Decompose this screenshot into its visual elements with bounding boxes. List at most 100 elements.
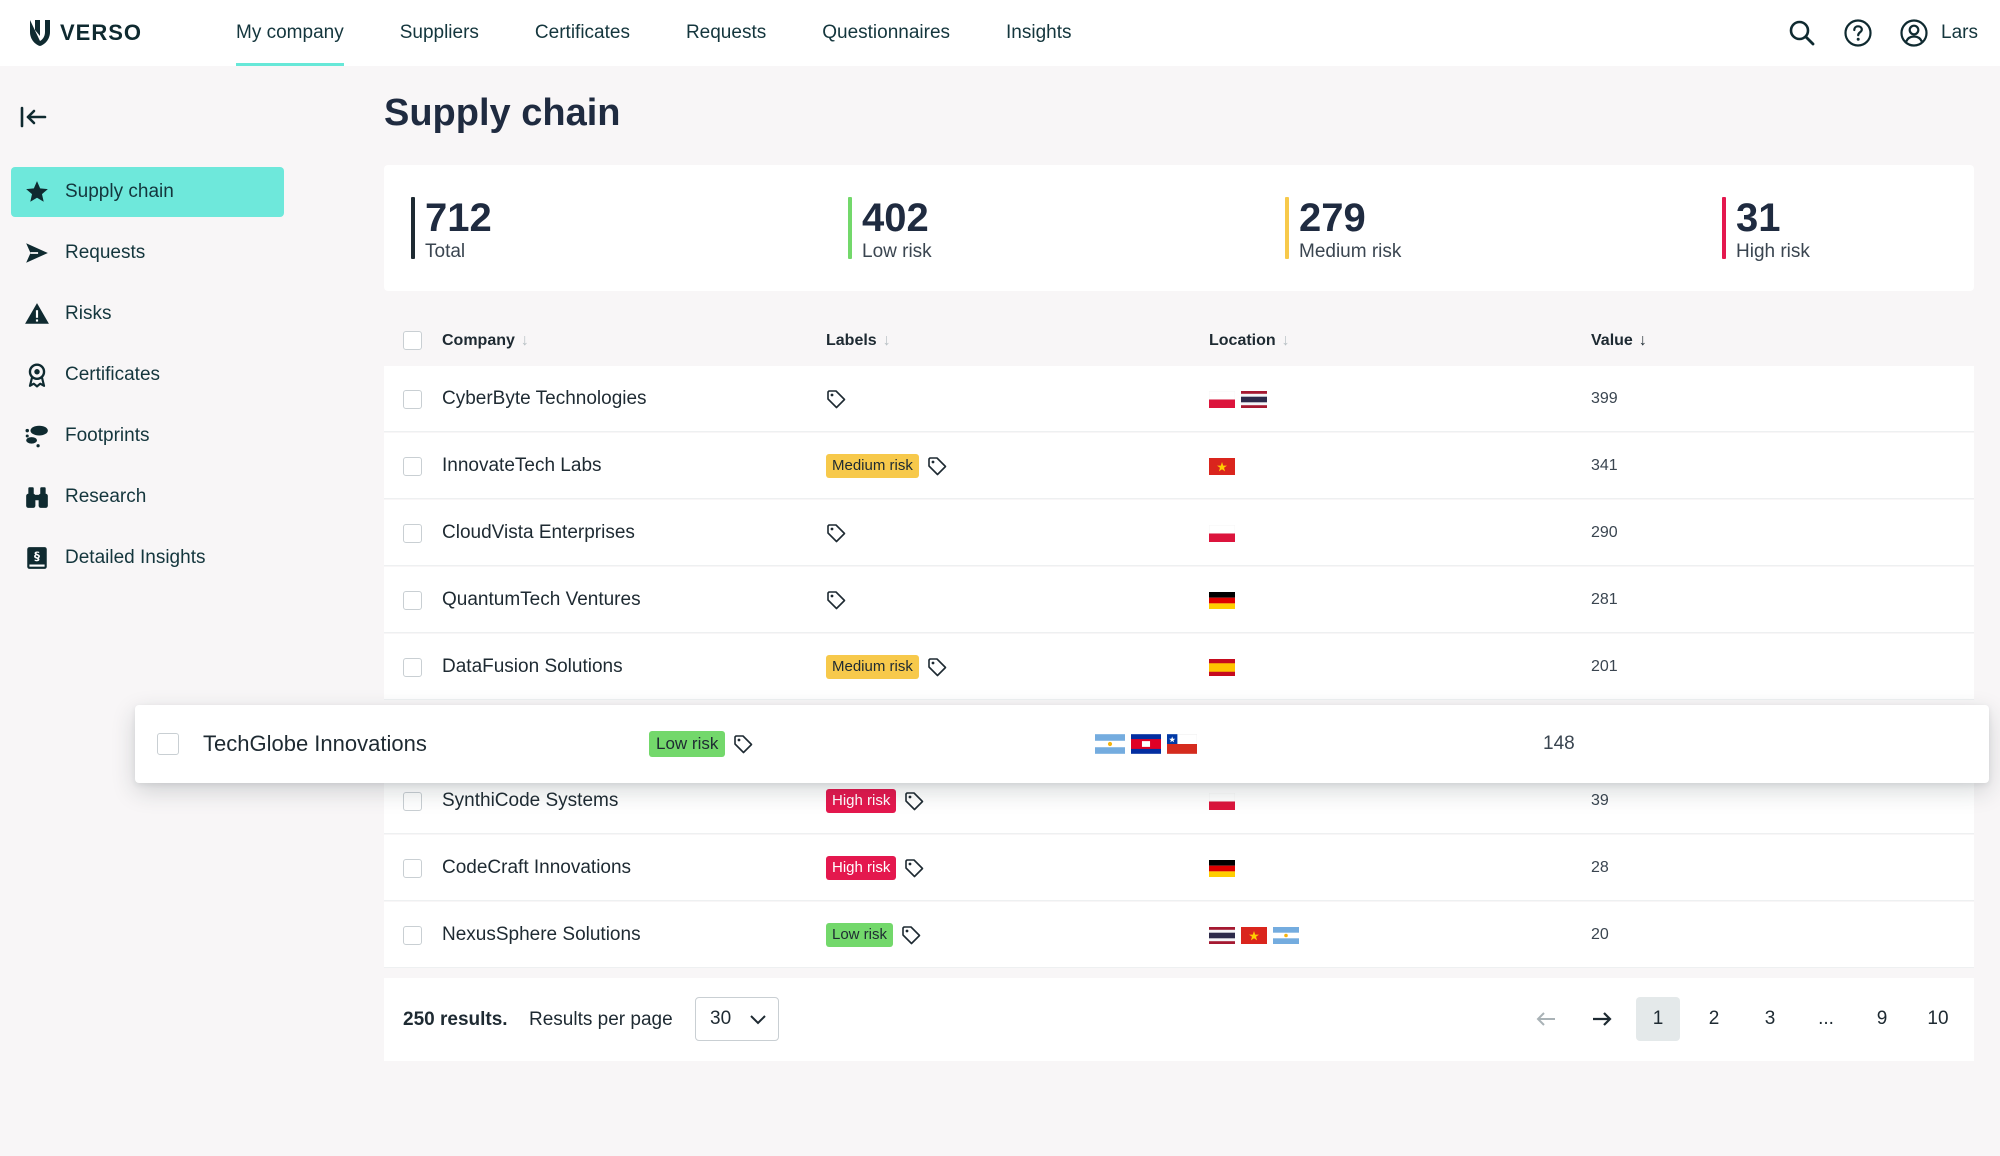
user-name: Lars (1941, 22, 1978, 43)
stat-value: 31 (1736, 196, 1781, 240)
risk-badge[interactable]: Low risk (826, 923, 894, 947)
page-buttons: 1 2 3 ... 9 10 (1524, 997, 1960, 1041)
page-button[interactable]: 1 (1636, 997, 1680, 1041)
column-labels[interactable]: Labels ↓ (826, 332, 891, 350)
labels-cell (826, 366, 846, 432)
column-company[interactable]: Company ↓ (442, 332, 529, 350)
page-button[interactable]: 3 (1764, 1008, 1776, 1029)
stat-label: Medium risk (1299, 241, 1402, 262)
labels-cell: High risk (826, 768, 924, 834)
row-checkbox[interactable] (403, 658, 422, 677)
labels-cell: Medium risk (826, 634, 947, 700)
sidebar-item-research[interactable]: Research (11, 472, 284, 522)
tag-icon[interactable] (901, 925, 921, 945)
vietnam-flag-icon (1209, 457, 1235, 475)
tag-icon[interactable] (904, 858, 924, 878)
award-icon (23, 361, 51, 389)
user-menu[interactable]: Lars (1899, 18, 1978, 48)
company-cell: CodeCraft Innovations (442, 835, 631, 901)
table-row[interactable]: CyberByte Technologies 399 (384, 366, 1974, 432)
nav-certificates[interactable]: Certificates (534, 22, 630, 43)
row-value: 290 (1591, 524, 1618, 541)
column-value[interactable]: Value ↓ (1591, 332, 1647, 350)
stat-value: 402 (862, 196, 929, 240)
stat-label: Low risk (862, 241, 932, 262)
labels-cell (826, 500, 846, 566)
nav-suppliers[interactable]: Suppliers (399, 22, 479, 43)
column-label: Labels (826, 332, 877, 349)
page-button[interactable]: 10 (1927, 1008, 1949, 1029)
row-checkbox[interactable] (403, 457, 422, 476)
row-checkbox[interactable] (157, 733, 179, 755)
company-cell: SynthiCode Systems (442, 768, 618, 834)
value-cell: 20 (1591, 902, 1609, 968)
page-button[interactable]: 2 (1708, 1008, 1720, 1029)
page-button[interactable]: 9 (1876, 1008, 1888, 1029)
footprint-icon (23, 422, 51, 450)
risk-badge[interactable]: Medium risk (826, 454, 919, 478)
risk-badge[interactable]: High risk (826, 789, 897, 813)
value-cell: 28 (1591, 835, 1609, 901)
company-name: CloudVista Enterprises (442, 522, 635, 543)
book-icon: § (23, 544, 51, 572)
tag-icon[interactable] (826, 523, 846, 543)
row-checkbox[interactable] (403, 390, 422, 409)
column-location[interactable]: Location ↓ (1209, 332, 1290, 350)
thailand-flag-icon (1241, 390, 1267, 408)
location-cell (1209, 433, 1235, 499)
tag-icon[interactable] (927, 657, 947, 677)
table-row[interactable]: InnovateTech Labs Medium risk 341 (384, 433, 1974, 499)
nav-my-company[interactable]: My company (236, 0, 344, 66)
row-checkbox[interactable] (403, 926, 422, 945)
per-page-label: Results per page (529, 1009, 673, 1030)
prev-page-arrow-icon[interactable] (1524, 997, 1568, 1041)
company-cell: CyberByte Technologies (442, 366, 647, 432)
sidebar-item-footprints[interactable]: Footprints (11, 411, 284, 461)
nav-insights[interactable]: Insights (1006, 22, 1072, 43)
cambodia-flag-icon (1131, 734, 1161, 754)
sidebar-item-risks[interactable]: Risks (11, 289, 284, 339)
nav-questionnaires[interactable]: Questionnaires (822, 22, 951, 43)
table-row[interactable]: CloudVista Enterprises 290 (384, 500, 1974, 566)
help-icon[interactable] (1843, 18, 1873, 48)
sidebar-item-supply-chain[interactable]: Supply chain (11, 167, 284, 217)
page-title: Supply chain (384, 92, 621, 134)
poland-flag-icon (1209, 524, 1235, 542)
row-checkbox[interactable] (403, 859, 422, 878)
risk-badge[interactable]: Low risk (649, 731, 726, 757)
table-row[interactable]: NexusSphere Solutions Low risk 20 (384, 902, 1974, 968)
risk-badge[interactable]: High risk (826, 856, 897, 880)
table-row[interactable]: QuantumTech Ventures 281 (384, 567, 1974, 633)
select-all-checkbox[interactable] (403, 331, 422, 350)
tag-icon[interactable] (733, 734, 753, 754)
top-navigation-bar: VERSO My company Suppliers Certificates … (0, 0, 2000, 66)
sort-arrow-icon: ↓ (882, 332, 891, 349)
dragged-table-row[interactable]: TechGlobe Innovations Low risk 148 (135, 705, 1989, 783)
flags (1209, 591, 1235, 609)
table-row[interactable]: DataFusion Solutions Medium risk 201 (384, 634, 1974, 700)
thailand-flag-icon (1209, 926, 1235, 944)
row-checkbox[interactable] (403, 792, 422, 811)
tag-icon[interactable] (826, 389, 846, 409)
sidebar-item-detailed-insights[interactable]: § Detailed Insights (11, 533, 284, 583)
sort-arrow-icon: ↓ (1281, 332, 1290, 349)
verso-logo[interactable]: VERSO (28, 17, 142, 49)
table-row[interactable]: CodeCraft Innovations High risk 28 (384, 835, 1974, 901)
sidebar-item-requests[interactable]: Requests (11, 228, 284, 278)
next-page-arrow-icon[interactable] (1580, 997, 1624, 1041)
tag-icon[interactable] (927, 456, 947, 476)
per-page-select[interactable]: 30 (695, 997, 779, 1041)
sidebar-item-certificates[interactable]: Certificates (11, 350, 284, 400)
row-checkbox[interactable] (403, 591, 422, 610)
location-cell (1209, 768, 1235, 834)
collapse-sidebar-icon[interactable] (18, 103, 50, 131)
risk-badge[interactable]: Medium risk (826, 655, 919, 679)
search-icon[interactable] (1787, 18, 1817, 48)
nav-requests[interactable]: Requests (685, 22, 767, 43)
stat-total: 712 Total (411, 197, 492, 262)
tag-icon[interactable] (826, 590, 846, 610)
germany-flag-icon (1209, 591, 1235, 609)
flags (1209, 859, 1235, 877)
row-checkbox[interactable] (403, 524, 422, 543)
tag-icon[interactable] (904, 791, 924, 811)
